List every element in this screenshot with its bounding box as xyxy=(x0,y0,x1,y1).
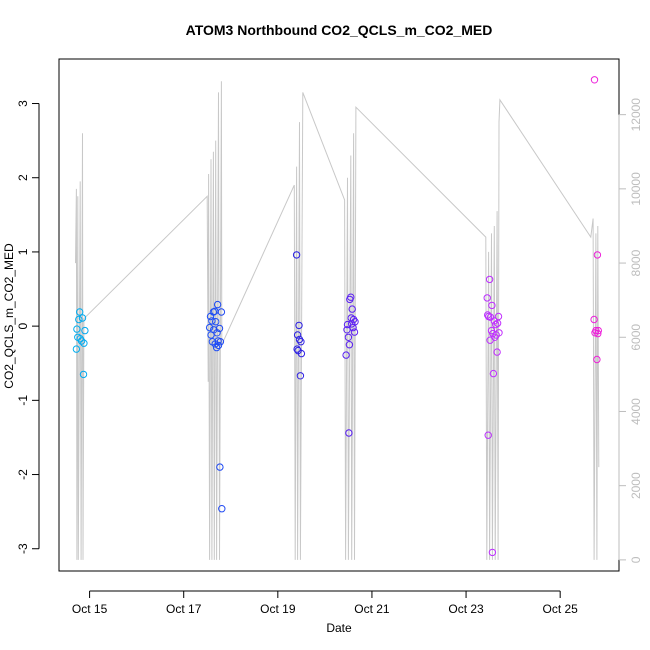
data-point-20 xyxy=(212,318,220,326)
data-point-37 xyxy=(296,372,305,380)
x-tick-label-2: Oct 19 xyxy=(260,602,296,616)
data-point-36 xyxy=(295,335,304,344)
data-point-57 xyxy=(484,431,492,439)
y-tick-label-3: 0 xyxy=(16,322,30,329)
data-point-14 xyxy=(208,317,216,325)
data-point-32 xyxy=(293,345,301,353)
data-point-23 xyxy=(213,300,222,309)
y-axis-left: -3 -2 -1 0 1 2 3 xyxy=(16,100,40,554)
data-point-40 xyxy=(342,351,350,359)
data-point-73 xyxy=(494,312,503,321)
data-point-39 xyxy=(297,349,306,358)
data-point-27 xyxy=(216,463,224,471)
data-point-30 xyxy=(218,505,226,513)
y-tick-label-4: 1 xyxy=(16,248,30,255)
data-point-74 xyxy=(495,329,503,337)
y2-tick-label-4: 8000 xyxy=(629,249,643,276)
plot-area xyxy=(58,58,620,572)
x-tick-label-4: Oct 23 xyxy=(448,602,484,616)
altitude-line xyxy=(75,81,600,560)
data-point-64 xyxy=(488,548,497,557)
data-point-10 xyxy=(81,326,89,335)
data-point-80 xyxy=(593,251,602,259)
altitude-line-layer xyxy=(75,81,600,560)
data-point-4 xyxy=(76,308,84,316)
y-tick-label-1: -2 xyxy=(16,469,30,480)
data-point-50 xyxy=(348,305,356,313)
x-tick-label-5: Oct 25 xyxy=(542,602,578,616)
data-point-66 xyxy=(489,369,498,378)
data-point-3 xyxy=(75,315,83,324)
data-point-43 xyxy=(344,333,353,341)
y2-tick-label-3: 6000 xyxy=(629,324,643,351)
data-point-71 xyxy=(493,348,501,356)
x-tick-label-0: Oct 15 xyxy=(72,602,108,616)
data-point-1 xyxy=(73,325,81,333)
data-point-6 xyxy=(77,337,86,345)
data-point-28 xyxy=(216,338,225,346)
data-point-9 xyxy=(80,339,88,347)
data-point-26 xyxy=(215,324,224,333)
data-point-42 xyxy=(343,320,352,329)
data-point-35 xyxy=(295,321,303,330)
data-point-25 xyxy=(214,341,223,350)
data-point-29 xyxy=(217,308,226,316)
data-point-33 xyxy=(293,331,302,339)
y-tick-label-6: 3 xyxy=(16,100,30,107)
data-point-45 xyxy=(345,341,354,349)
data-point-76 xyxy=(590,76,599,84)
data-points-layer xyxy=(72,76,602,557)
data-point-54 xyxy=(351,318,359,326)
data-point-81 xyxy=(594,329,602,338)
data-point-44 xyxy=(345,429,353,437)
data-point-7 xyxy=(78,314,87,322)
data-point-53 xyxy=(350,328,359,336)
chart-title: ATOM3 Northbound CO2_QCLS_m_CO2_MED xyxy=(186,22,493,38)
data-point-47 xyxy=(347,293,355,301)
y2-tick-label-5: 10000 xyxy=(629,172,643,206)
data-point-55 xyxy=(483,294,491,302)
data-point-8 xyxy=(79,370,88,379)
y2-tick-label-1: 2000 xyxy=(629,472,643,499)
data-point-63 xyxy=(488,301,496,310)
x-tick-label-1: Oct 17 xyxy=(166,602,202,616)
y-axis-label: CO2_QCLS_m_CO2_MED xyxy=(2,243,16,389)
y-axis-right: 0 2000 4000 6000 8000 10000 12000 xyxy=(618,98,643,563)
data-point-79 xyxy=(593,355,601,364)
x-axis: Oct 15 Oct 17 Oct 19 Oct 21 Oct 23 Oct 25 xyxy=(72,590,578,616)
data-point-69 xyxy=(492,320,500,329)
data-point-21 xyxy=(212,343,221,352)
y2-tick-label-0: 0 xyxy=(629,556,643,563)
x-axis-label: Date xyxy=(326,621,352,635)
data-point-75 xyxy=(590,315,598,324)
data-point-38 xyxy=(297,338,305,346)
data-point-11 xyxy=(205,323,214,332)
data-point-31 xyxy=(292,251,301,259)
data-point-61 xyxy=(486,313,495,321)
data-point-22 xyxy=(213,329,221,337)
data-point-59 xyxy=(485,275,494,284)
data-point-52 xyxy=(349,315,358,324)
data-point-82 xyxy=(594,326,602,335)
data-point-0 xyxy=(72,345,81,353)
y-tick-label-5: 2 xyxy=(16,174,30,181)
y-tick-label-0: -3 xyxy=(16,543,30,554)
y-tick-label-2: -1 xyxy=(16,395,30,406)
y2-tick-label-2: 4000 xyxy=(629,398,643,425)
y2-tick-label-6: 12000 xyxy=(629,98,643,132)
x-tick-label-3: Oct 21 xyxy=(354,602,390,616)
